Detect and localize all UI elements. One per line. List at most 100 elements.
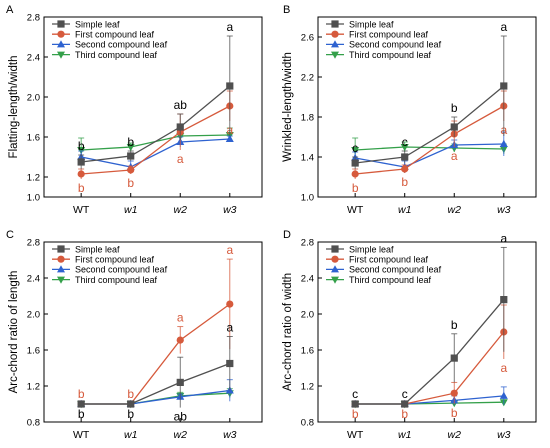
significance-letter: a bbox=[226, 321, 233, 335]
legend-marker bbox=[331, 245, 339, 253]
data-point bbox=[400, 144, 409, 152]
y-tick-label: 1.8 bbox=[301, 113, 314, 124]
significance-letter: b bbox=[451, 101, 458, 115]
legend-label: First compound leaf bbox=[349, 255, 429, 265]
series-second-compound-leaf bbox=[77, 134, 234, 173]
data-point bbox=[126, 144, 135, 152]
series-line bbox=[355, 85, 505, 164]
legend-marker bbox=[57, 51, 65, 59]
data-point bbox=[351, 147, 360, 155]
significance-letter: a bbox=[500, 231, 507, 245]
y-tick-label: 1.4 bbox=[301, 153, 314, 164]
series-line bbox=[81, 134, 230, 151]
legend-marker bbox=[57, 20, 65, 28]
x-tick-label: WT bbox=[347, 429, 364, 441]
legend-label: Second compound leaf bbox=[349, 40, 442, 50]
significance-letter: ab bbox=[174, 98, 188, 112]
data-point bbox=[77, 158, 85, 166]
x-tick-label: w3 bbox=[497, 429, 511, 441]
data-point bbox=[176, 336, 184, 344]
data-point bbox=[351, 400, 359, 408]
series-second-compound-leaf bbox=[351, 131, 508, 173]
significance-letter: a bbox=[500, 361, 507, 375]
significance-letter: b bbox=[451, 406, 458, 420]
y-tick-label: 1.6 bbox=[27, 346, 40, 357]
significance-letter: b bbox=[78, 139, 85, 153]
y-tick-label: 1.0 bbox=[301, 193, 314, 204]
y-tick-label: 2.2 bbox=[301, 73, 314, 84]
panel-label: A bbox=[6, 4, 14, 16]
data-point bbox=[499, 391, 508, 399]
legend-marker bbox=[57, 255, 65, 263]
y-tick-label: 2.0 bbox=[27, 93, 40, 104]
significance-letter: b bbox=[78, 181, 85, 195]
data-point bbox=[401, 165, 409, 173]
legend-label: Third compound leaf bbox=[75, 50, 158, 60]
significance-letter: c bbox=[402, 387, 408, 401]
y-axis-label: Flatting-length/width bbox=[8, 56, 20, 159]
y-tick-label: 2.4 bbox=[27, 274, 40, 285]
chart-panel-d: D 0.8 1.2 1.6 2.0 2.4 2.8 Arc-chord ratio of wi… bbox=[282, 229, 537, 441]
x-tick-label: WT bbox=[73, 204, 90, 216]
significance-letter: b bbox=[451, 318, 458, 332]
data-point bbox=[351, 170, 359, 178]
significance-letter: b bbox=[401, 175, 408, 189]
plot-frame bbox=[317, 241, 537, 423]
x-tick-label: w2 bbox=[448, 204, 462, 216]
y-tick-label: 2.8 bbox=[27, 13, 40, 24]
data-point bbox=[226, 359, 234, 368]
chart-panel-b: B 1.0 1.4 1.8 2.2 2.6 Wrinkled-length/width WT w… bbox=[282, 4, 537, 216]
significance-letter: c bbox=[352, 387, 358, 401]
y-tick-label: 2.8 bbox=[301, 238, 314, 249]
significance-letter: b bbox=[352, 407, 359, 421]
data-point bbox=[450, 123, 458, 131]
y-tick-label: 1.2 bbox=[27, 173, 40, 184]
panel-label: B bbox=[283, 4, 290, 16]
legend-label: First compound leaf bbox=[75, 30, 155, 40]
significance-letter: b bbox=[78, 387, 85, 401]
x-tick-label: w2 bbox=[174, 204, 188, 216]
legend-label: Simple leaf bbox=[349, 244, 394, 254]
legend-label: Second compound leaf bbox=[349, 265, 442, 275]
data-point bbox=[127, 166, 135, 174]
y-axis-label: Arc-chord ratio of width bbox=[282, 273, 294, 391]
data-point bbox=[127, 152, 135, 160]
legend-marker bbox=[331, 20, 339, 28]
y-tick-label: 0.8 bbox=[27, 418, 40, 429]
series-line bbox=[355, 331, 505, 405]
data-point bbox=[127, 400, 135, 408]
data-point bbox=[401, 153, 409, 161]
significance-letter: a bbox=[451, 149, 458, 163]
series-line bbox=[355, 299, 505, 405]
series-line bbox=[355, 146, 504, 151]
significance-letter: a bbox=[500, 20, 507, 34]
data-point bbox=[450, 354, 458, 362]
legend-marker bbox=[331, 40, 339, 48]
y-tick-label: 2.4 bbox=[301, 274, 314, 285]
y-tick-label: 2.0 bbox=[27, 310, 40, 321]
significance-letter: b bbox=[401, 407, 408, 421]
x-tick-label: w1 bbox=[398, 204, 411, 216]
significance-letter: a bbox=[226, 243, 233, 257]
legend-label: Second compound leaf bbox=[75, 265, 168, 275]
legend-marker bbox=[57, 265, 65, 273]
data-point bbox=[351, 159, 359, 167]
legend-marker bbox=[331, 255, 339, 263]
plot-frame bbox=[43, 241, 263, 423]
x-tick-label: w1 bbox=[124, 429, 137, 441]
significance-letter: a bbox=[177, 152, 184, 166]
significance-letter: b bbox=[78, 407, 85, 421]
significance-letter: b bbox=[127, 135, 134, 149]
legend-label: First compound leaf bbox=[349, 30, 429, 40]
legend-marker bbox=[331, 265, 339, 273]
legend-marker bbox=[57, 30, 65, 38]
y-tick-label: 1.6 bbox=[27, 133, 40, 144]
significance-letter: b bbox=[352, 181, 359, 195]
legend-marker bbox=[331, 30, 339, 38]
x-tick-label: w3 bbox=[223, 429, 237, 441]
legend-label: Simple leaf bbox=[75, 19, 120, 29]
data-point bbox=[500, 82, 508, 90]
significance-letter: ab bbox=[174, 410, 188, 424]
